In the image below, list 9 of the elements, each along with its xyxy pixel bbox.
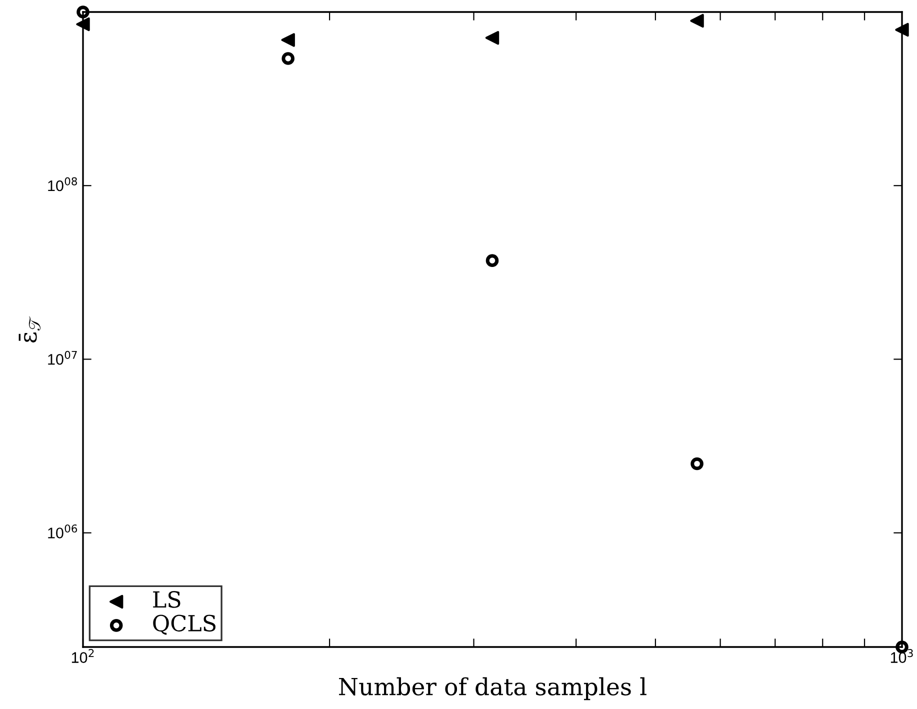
x-tick-label: 10$^{3}$ bbox=[890, 649, 913, 663]
y-tick-label: 10$^{07}$ bbox=[48, 350, 77, 365]
y-tick-label: 10$^{08}$ bbox=[48, 177, 77, 192]
y-axis-title: ε̄$_{𝒯}$ bbox=[18, 316, 41, 342]
x-axis-title: Number of data samples l bbox=[339, 677, 646, 700]
legend-label: LS bbox=[153, 591, 180, 608]
legend-label: QCLS bbox=[153, 614, 216, 635]
y-tick-label: 10$^{06}$ bbox=[48, 524, 78, 538]
x-tick-label: 10$^{2}$ bbox=[72, 649, 94, 663]
